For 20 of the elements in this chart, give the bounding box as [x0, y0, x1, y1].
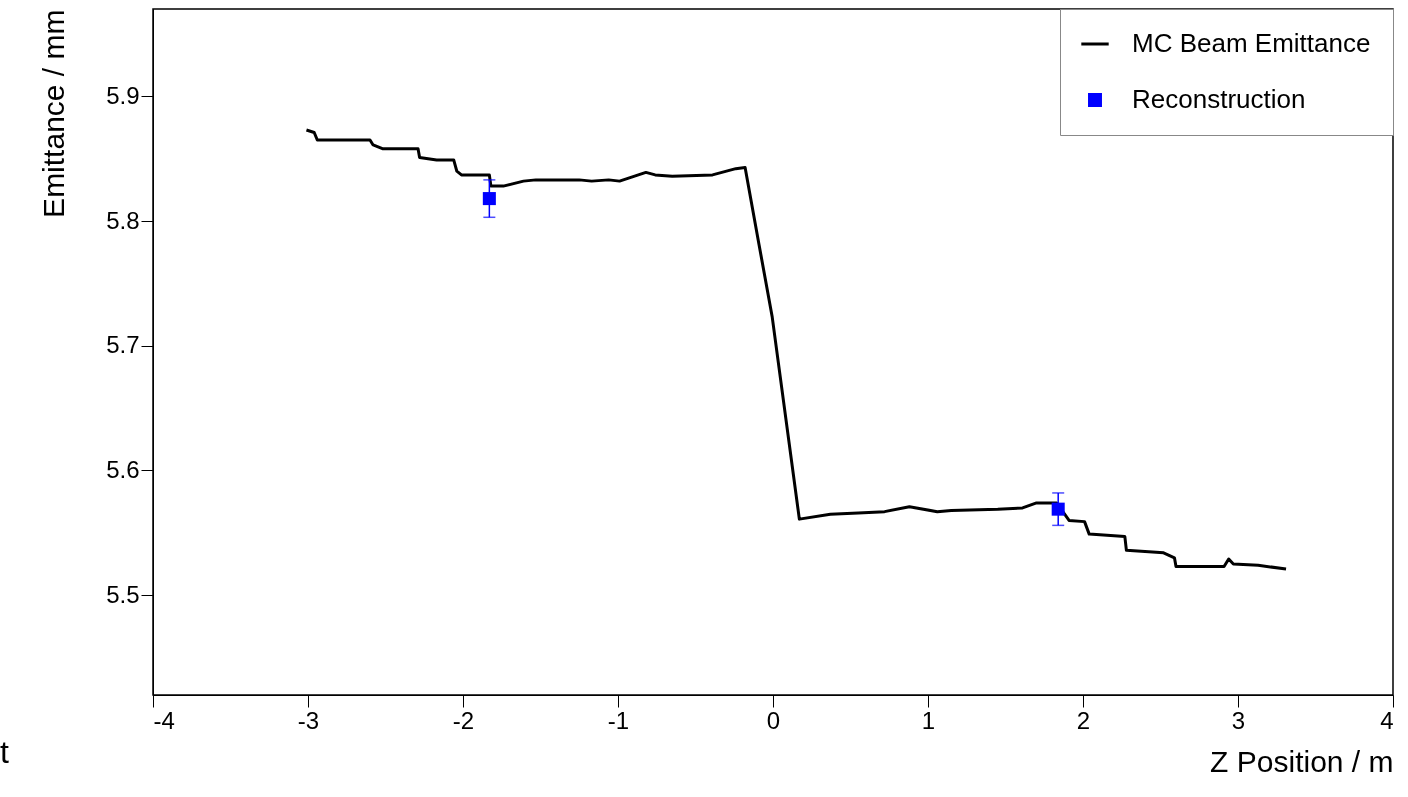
legend-label: MC Beam Emittance — [1132, 28, 1371, 58]
x-tick-label: 2 — [1076, 706, 1091, 734]
y-tick-label: 5.5 — [106, 580, 140, 608]
text: t — [0, 734, 9, 770]
legend-label: Reconstruction — [1132, 84, 1306, 114]
x-tick-label: 3 — [1231, 706, 1246, 734]
y-tick-label: 5.6 — [106, 455, 140, 483]
line-series — [304, 128, 1288, 571]
y-tick-label: 5.8 — [106, 206, 140, 234]
y-tick-label: 5.7 — [106, 331, 140, 359]
x-tick-label: 0 — [766, 706, 781, 734]
x-tick-label: -3 — [297, 706, 320, 734]
x-tick-label: 1 — [921, 706, 936, 734]
y-axis-title: Emittance / mm — [37, 9, 71, 218]
y-tick-label: 5.9 — [106, 81, 140, 109]
x-tick-label: -1 — [607, 706, 630, 734]
x-tick-label: -2 — [452, 706, 475, 734]
x-tick-label: 4 — [1380, 706, 1394, 734]
x-axis-title: Z Position / m — [1210, 744, 1394, 778]
x-tick-label: -4 — [153, 706, 175, 734]
